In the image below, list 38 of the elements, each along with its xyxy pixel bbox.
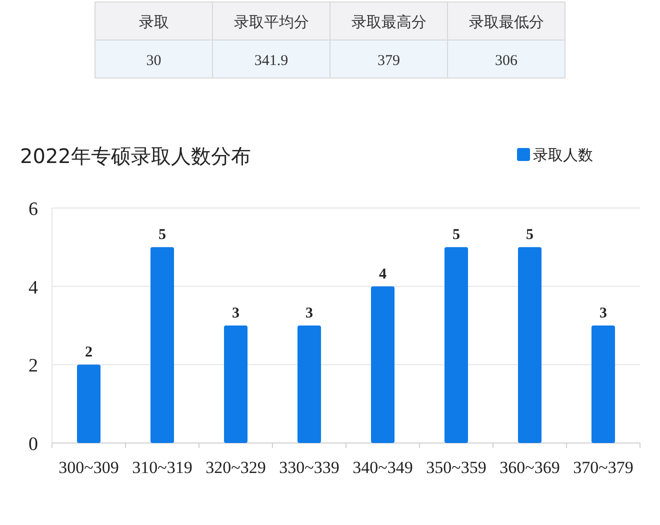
x-tick-label: 330~339	[279, 458, 340, 477]
x-tick-label: 340~349	[352, 458, 413, 477]
category-label: 录取	[138, 13, 169, 31]
y-tick-label: 6	[28, 199, 38, 220]
category-label: 录取平均分	[234, 13, 309, 31]
category-label: 录取最高分	[351, 13, 426, 31]
legend-label: 录取人数	[533, 146, 593, 164]
data-label: 4	[379, 266, 387, 282]
y-tick-label: 4	[28, 277, 38, 298]
data-label: 5	[158, 227, 166, 244]
bar	[76, 364, 101, 443]
x-tick-label: 310~319	[132, 458, 192, 477]
bar	[370, 286, 395, 443]
y-tick-label: 2	[28, 356, 38, 377]
data-label: 3	[600, 306, 607, 322]
x-tick-label: 350~359	[426, 458, 486, 477]
chart-title: 2022年专硕录取人数分布	[20, 144, 251, 168]
x-tick-label: 360~369	[500, 458, 560, 477]
data-label: 3	[306, 306, 313, 322]
data-label: 379	[378, 53, 400, 69]
data-label: 306	[495, 53, 518, 69]
data-label: 3	[232, 306, 240, 322]
data-label: 5	[452, 227, 460, 244]
bar	[518, 247, 542, 443]
x-tick-label: 300~309	[58, 458, 119, 477]
y-tick-label: 0	[28, 434, 38, 455]
data-label: 2	[85, 344, 92, 361]
data-label: 341.9	[254, 53, 288, 69]
bar	[150, 247, 174, 443]
data-label: 5	[526, 227, 534, 244]
x-tick-label: 370~379	[573, 458, 634, 477]
bar	[591, 326, 616, 443]
bar	[297, 326, 322, 443]
x-tick-label: 320~329	[206, 458, 266, 477]
data-label: 30	[146, 53, 162, 69]
bar	[444, 247, 468, 443]
bar	[224, 326, 248, 443]
category-label: 录取最低分	[468, 13, 544, 31]
